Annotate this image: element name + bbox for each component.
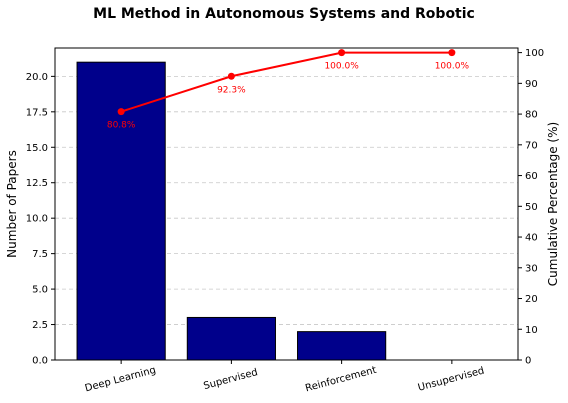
x-tick-label: Deep Learning [84,365,157,395]
y-axis-label: Number of Papers [5,150,19,258]
cumulative-point-label: 100.0% [324,62,359,72]
cumulative-point-label: 80.8% [107,121,136,131]
y-tick-label: 20.0 [26,72,48,83]
left-axis: 0.0 2.5 5.0 7.5 10.0 12.5 15.0 17.5 20.0 [26,72,55,367]
bar-supervised [186,316,276,361]
x-tick-label: Reinforcement [304,365,378,395]
y2-tick-label: 40 [525,233,538,244]
x-tick-label: Supervised [202,367,259,392]
y-tick-label: 7.5 [32,249,48,260]
y2-tick-label: 30 [525,263,538,274]
y-tick-label: 15.0 [26,143,48,154]
y-tick-label: 17.5 [26,107,48,118]
y2-tick-label: 0 [525,356,531,367]
bars [76,61,387,361]
y-tick-label: 2.5 [32,320,48,331]
y2-axis-label: Cumulative Percentage (%) [546,122,560,286]
cumulative-point [227,72,235,80]
y2-tick-label: 90 [525,79,538,90]
cumulative-point-label: 100.0% [435,62,470,72]
cumulative-line: 80.8% 92.3% 100.0% 100.0% [107,49,470,131]
y2-tick-label: 60 [525,171,538,182]
x-tick-label: Unsupervised [417,365,486,393]
right-axis: 0 10 20 30 40 50 60 70 80 90 100 [518,48,544,367]
plot-frame [54,47,519,361]
y-tick-label: 0.0 [32,356,48,367]
cumulative-point [448,49,456,57]
cumulative-point [117,108,125,116]
y-tick-label: 10.0 [26,214,48,225]
bar-reinforcement [297,331,387,361]
y2-tick-label: 70 [525,140,538,151]
y2-tick-label: 10 [525,325,538,336]
cumulative-point-label: 92.3% [217,85,246,95]
y2-tick-label: 20 [525,294,538,305]
chart-title: ML Method in Autonomous Systems and Robo… [93,6,475,22]
y2-tick-label: 80 [525,110,538,121]
y-tick-label: 5.0 [32,285,48,296]
y-tick-label: 12.5 [26,178,48,189]
cumulative-point [338,49,346,57]
y2-tick-label: 50 [525,202,538,213]
y2-tick-label: 100 [525,48,544,59]
x-axis: Deep Learning Supervised Reinforcement Unsu… [84,360,486,394]
bar-deep-learning [76,61,166,361]
cumulative-polyline [120,51,452,113]
